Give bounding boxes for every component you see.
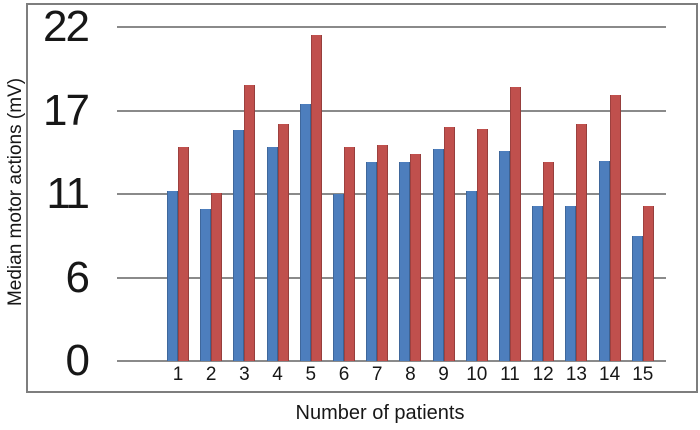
bar-red-patient-13	[576, 124, 588, 361]
x-axis-title: Number of patients	[295, 402, 465, 424]
gridline	[117, 109, 666, 112]
gridline	[117, 26, 666, 28]
x-tick-label: 12	[532, 364, 554, 385]
bar-red-patient-8	[410, 154, 422, 361]
x-tick-label: 14	[599, 364, 621, 385]
bar-red-patient-12	[543, 162, 555, 361]
gridline	[117, 193, 666, 195]
gridline	[117, 276, 666, 279]
bar-red-patient-14	[609, 95, 621, 361]
bar-red-patient-15	[642, 206, 654, 361]
x-tick-label: 2	[205, 364, 217, 385]
x-tick-label: 3	[239, 364, 250, 385]
bar-blue-patient-5	[299, 104, 311, 361]
bar-blue-patient-10	[465, 191, 477, 361]
bar-red-patient-4	[277, 124, 289, 361]
x-tick-label: 9	[438, 364, 449, 385]
bar-red-patient-3	[244, 85, 256, 361]
bar-red-patient-11	[510, 87, 521, 361]
y-axis-tick-labels: 0 6 11 17 22	[28, 4, 90, 384]
bar-blue-patient-11	[499, 151, 510, 361]
x-tick-label: 10	[466, 364, 488, 385]
x-tick-label: 13	[565, 364, 587, 385]
y-tick-label: 6	[65, 252, 90, 302]
bar-blue-patient-13	[565, 206, 577, 361]
y-tick-label: 22	[43, 2, 90, 51]
x-tick-label: 5	[305, 364, 317, 385]
y-tick-label: 17	[43, 85, 90, 135]
bar-blue-patient-3	[233, 130, 245, 361]
bar-blue-patient-12	[532, 206, 544, 361]
x-tick-label: 11	[500, 364, 520, 385]
bar-blue-patient-9	[432, 149, 444, 361]
bar-red-patient-7	[377, 145, 389, 361]
bar-red-patient-9	[443, 127, 455, 361]
bar-blue-patient-6	[333, 194, 344, 361]
bar-red-patient-2	[211, 193, 223, 361]
y-tick-label: 0	[65, 336, 90, 385]
bar-red-patient-5	[310, 35, 322, 361]
x-tick-label: 6	[338, 364, 350, 385]
x-tick-label: 7	[371, 364, 383, 385]
x-tick-label: 15	[632, 364, 654, 385]
bar-blue-patient-1	[167, 191, 178, 361]
bar-blue-patient-2	[200, 209, 212, 361]
x-axis-tick-labels: 1 2 3 4 5 6 7 8 9 10 11 12 13 14 15	[117, 364, 666, 386]
bar-blue-patient-8	[399, 162, 411, 361]
bar-blue-patient-14	[598, 161, 610, 361]
x-tick-label: 1	[172, 364, 184, 385]
bar-blue-patient-7	[366, 162, 378, 361]
bar-red-patient-6	[344, 147, 355, 361]
bar-red-patient-10	[476, 129, 488, 361]
gridline	[117, 360, 666, 362]
bar-blue-patient-4	[266, 147, 278, 361]
x-tick-label: 8	[405, 364, 416, 385]
y-tick-label: 11	[46, 169, 90, 218]
plot-area	[117, 26, 666, 362]
x-tick-label: 4	[272, 364, 283, 385]
y-axis-title: Median motor actions (mV)	[5, 77, 26, 307]
bar-blue-patient-15	[631, 236, 643, 361]
bar-red-patient-1	[178, 147, 189, 361]
